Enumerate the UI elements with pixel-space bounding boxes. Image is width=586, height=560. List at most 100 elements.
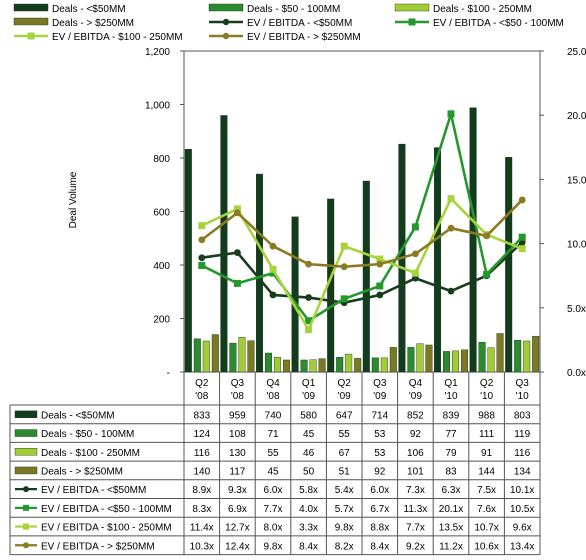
line-point bbox=[305, 260, 312, 268]
table-row-marker bbox=[23, 486, 29, 493]
table-cell: 10.5x bbox=[510, 504, 534, 515]
bar bbox=[487, 347, 495, 373]
bar bbox=[247, 340, 255, 373]
table-cell: 92 bbox=[410, 429, 422, 440]
table-cell: 833 bbox=[193, 410, 210, 421]
bar bbox=[345, 353, 353, 373]
legend-label: Deals - $100 - 250MM bbox=[433, 4, 532, 15]
table-cell: 803 bbox=[514, 410, 531, 421]
category-year-label: '09 bbox=[338, 391, 351, 402]
table-cell: 140 bbox=[193, 466, 210, 477]
bar bbox=[461, 349, 469, 373]
bar bbox=[220, 115, 228, 373]
table-row-marker bbox=[23, 504, 29, 511]
line-point bbox=[412, 250, 419, 258]
line-point bbox=[411, 269, 419, 277]
line-point bbox=[340, 242, 348, 250]
table-cell: 111 bbox=[479, 429, 495, 440]
table-cell: 10.7x bbox=[474, 523, 498, 534]
table-cell: 50 bbox=[303, 466, 315, 477]
category-year-label: '10 bbox=[444, 391, 457, 402]
table-cell: 7.7x bbox=[406, 523, 425, 534]
line-point bbox=[234, 209, 241, 217]
category-year-label: '09 bbox=[409, 391, 422, 402]
table-cell: 852 bbox=[407, 410, 424, 421]
table-cell: 45 bbox=[303, 429, 315, 440]
table-cell: 959 bbox=[229, 410, 246, 421]
table-cell: 119 bbox=[514, 429, 530, 440]
category-year-label: '09 bbox=[373, 391, 386, 402]
table-cell: 6.7x bbox=[370, 504, 389, 515]
table-cell: 740 bbox=[265, 410, 282, 421]
table-cell: 10.6x bbox=[474, 541, 498, 552]
bar bbox=[309, 359, 317, 373]
bar bbox=[532, 335, 540, 373]
table-cell: 13.4x bbox=[510, 541, 534, 552]
line-point bbox=[305, 317, 313, 325]
table-row-label: EV / EBITDA - > $250MM bbox=[41, 541, 155, 552]
left-tick-label: 800 bbox=[153, 154, 170, 165]
line-point bbox=[376, 260, 384, 268]
bar bbox=[416, 343, 424, 373]
category-year-label: '10 bbox=[516, 391, 529, 402]
table-cell: 8.9x bbox=[192, 485, 211, 496]
left-tick-label: 1,200 bbox=[145, 47, 170, 58]
bar bbox=[523, 340, 531, 373]
category-year-label: '08 bbox=[231, 391, 244, 402]
line-series-group bbox=[198, 108, 526, 334]
line-point bbox=[376, 282, 384, 290]
table-cell: 6.0x bbox=[370, 485, 389, 496]
table-cell: 106 bbox=[407, 448, 424, 459]
legend-label: Deals - > $250MM bbox=[52, 18, 134, 29]
table-cell: 3.3x bbox=[299, 523, 318, 534]
series-line bbox=[201, 108, 524, 323]
bar bbox=[443, 351, 451, 373]
table-row-label: Deals - $100 - 250MM bbox=[41, 448, 140, 459]
series-line bbox=[201, 196, 523, 333]
table-cell: 9.6x bbox=[513, 523, 532, 534]
bar bbox=[202, 340, 210, 373]
table-cell: 580 bbox=[300, 410, 317, 421]
category-label: Q4 bbox=[266, 378, 280, 389]
left-tick-label: - bbox=[167, 368, 170, 379]
table-cell: 647 bbox=[336, 410, 353, 421]
table-cell: 11.3x bbox=[404, 504, 428, 515]
line-point bbox=[269, 242, 277, 250]
table-cell: 8.4x bbox=[370, 541, 389, 552]
bar bbox=[434, 147, 442, 373]
line-point bbox=[269, 265, 277, 273]
bar bbox=[469, 107, 477, 373]
table-cell: 71 bbox=[267, 429, 279, 440]
table-cell: 10.1x bbox=[510, 485, 534, 496]
line-point bbox=[447, 110, 455, 118]
table-row-marker bbox=[23, 523, 29, 530]
table-cell: 116 bbox=[194, 448, 210, 459]
table-cell: 5.7x bbox=[335, 504, 354, 515]
bar bbox=[318, 358, 326, 373]
table-cell: 46 bbox=[303, 448, 315, 459]
left-tick-label: 1,000 bbox=[145, 101, 170, 112]
line-point bbox=[198, 236, 206, 244]
category-year-label: '09 bbox=[302, 391, 315, 402]
legend-marker bbox=[222, 32, 230, 40]
left-tick-label: 600 bbox=[153, 208, 170, 219]
line-point bbox=[518, 196, 526, 204]
line-point bbox=[447, 195, 455, 203]
line-point bbox=[198, 222, 206, 230]
line-point bbox=[233, 205, 241, 213]
legend-swatch bbox=[394, 3, 430, 12]
table-row-label: Deals - <$50MM bbox=[41, 410, 115, 421]
line-point bbox=[269, 291, 277, 299]
table-cell: 7.7x bbox=[264, 504, 283, 515]
legend-marker bbox=[408, 18, 416, 26]
legend-marker bbox=[222, 18, 230, 26]
legend-label: EV / EBITDA - <$50MM bbox=[247, 18, 352, 29]
right-tick-label: 5.0x bbox=[567, 304, 586, 315]
data-table: Q2 '08 Q3 '08 Q4 '08 Q1 '09 Q2 '09 Q3 '09 Q4 '09 Q1 '10… bbox=[9, 372, 541, 556]
table-row-label: Deals - > $250MM bbox=[41, 466, 123, 477]
legend-label: EV / EBITDA - $100 - 250MM bbox=[52, 32, 183, 43]
table-row-swatch bbox=[14, 448, 38, 456]
bar bbox=[354, 358, 362, 373]
bar bbox=[514, 339, 522, 373]
